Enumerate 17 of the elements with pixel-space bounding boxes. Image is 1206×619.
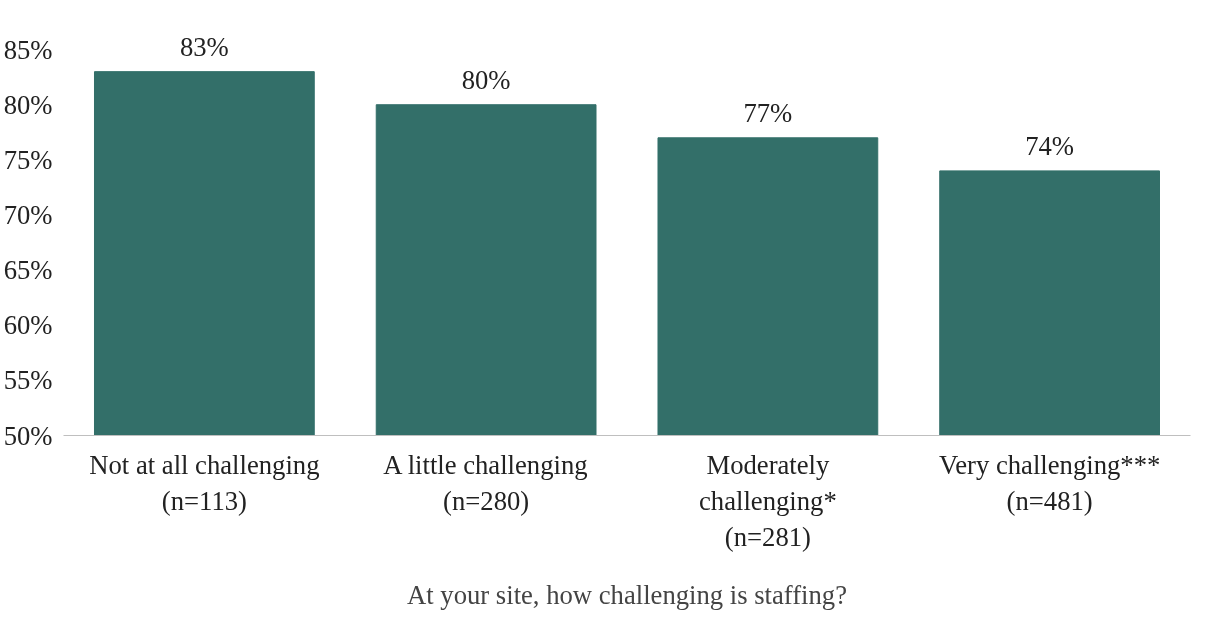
x-axis-title: At your site, how challenging is staffing?	[407, 579, 847, 610]
y-tick-label: 65%	[3, 255, 53, 286]
x-tick-label: A little challenging (n=280)	[383, 449, 588, 516]
y-tick-label: 80%	[3, 89, 53, 120]
data-label: 74%	[1025, 130, 1075, 161]
x-tick-label: Not at all challenging (n=113)	[89, 449, 320, 516]
y-tick-label: 75%	[3, 144, 53, 175]
y-tick-label: 50%	[3, 420, 53, 451]
y-tick-label: 55%	[3, 365, 53, 396]
y-tick-label: 85%	[3, 34, 53, 65]
x-tick-label: Very challenging*** (n=481)	[938, 449, 1161, 516]
data-label: 83%	[179, 31, 229, 62]
y-tick-label: 70%	[3, 199, 53, 230]
y-tick-label: 60%	[3, 310, 53, 341]
data-label: 80%	[461, 64, 511, 95]
data-label: 77%	[743, 97, 793, 128]
x-tick-label: Moderately challenging* (n=281)	[699, 449, 837, 552]
